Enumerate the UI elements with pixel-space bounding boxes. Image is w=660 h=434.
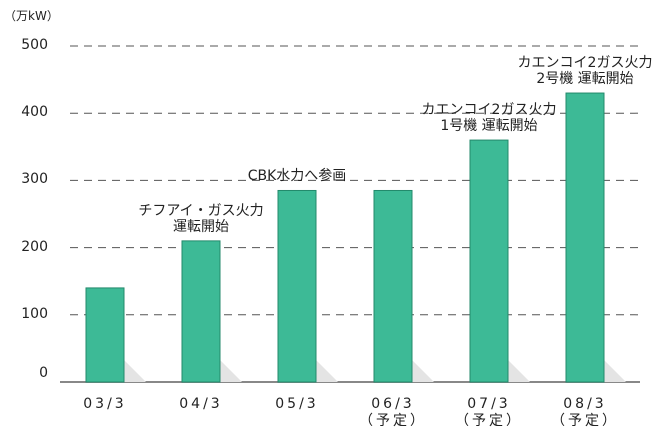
y-tick-label: 500 <box>21 37 48 53</box>
bar-shadow <box>604 360 626 382</box>
y-tick-label: 300 <box>21 171 48 188</box>
bar-shadow <box>220 360 242 382</box>
y-tick-label: 400 <box>21 104 48 121</box>
y-tick-label: 200 <box>21 238 48 255</box>
y-tick-label: 0 <box>39 365 48 381</box>
bar <box>181 240 221 383</box>
x-tick-label: 05/3 <box>275 396 319 412</box>
bar <box>469 139 509 383</box>
annotation: CBK水力へ参画 <box>247 168 347 185</box>
bar-shadow <box>412 360 434 382</box>
annotation: カエンコイ2ガス火力 2号機 運転開始 <box>517 55 653 88</box>
bar <box>565 92 605 383</box>
bar <box>277 189 317 383</box>
bar-shadow <box>316 360 338 382</box>
x-tick-label: 03/3 <box>83 396 127 412</box>
y-axis-label: （万kW） <box>4 9 59 23</box>
x-tick-label: 06/3 （予定） <box>359 396 427 429</box>
bar <box>85 287 125 383</box>
bar-shadow <box>124 360 146 382</box>
x-tick-label: 07/3 （予定） <box>455 396 523 429</box>
bar <box>373 189 413 383</box>
y-tick-label: 100 <box>21 305 48 322</box>
x-tick-label: 04/3 <box>179 396 223 412</box>
annotation: カエンコイ2ガス火力 1号機 運転開始 <box>421 102 557 135</box>
annotation: チフアイ・ガス火力 運転開始 <box>138 202 264 235</box>
x-tick-label: 08/3 （予定） <box>551 396 619 429</box>
bar-shadow <box>508 360 530 382</box>
